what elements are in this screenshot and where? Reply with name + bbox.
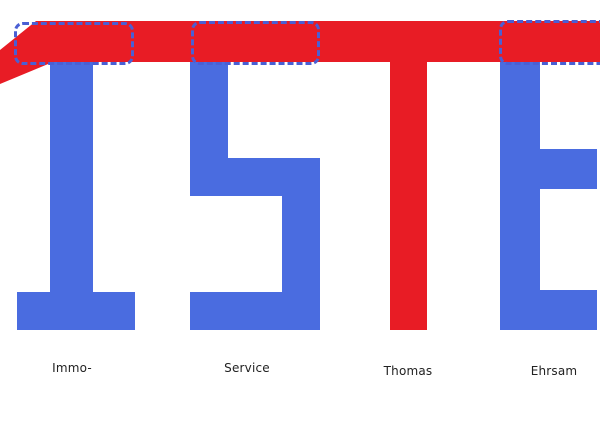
letter-s-right-stem bbox=[282, 158, 320, 292]
selection-marquee-2[interactable] bbox=[191, 21, 320, 65]
caption-immo: Immo- bbox=[52, 361, 92, 375]
letter-s-bottom-bar bbox=[190, 292, 320, 330]
letter-t-shape[interactable] bbox=[390, 55, 427, 330]
letter-i-base bbox=[17, 292, 135, 330]
selection-marquee-1[interactable] bbox=[14, 22, 134, 65]
letter-e-bottom-arm bbox=[500, 290, 597, 330]
caption-thomas: Thomas bbox=[383, 364, 433, 378]
selection-marquee-3[interactable] bbox=[499, 20, 600, 65]
caption-service: Service bbox=[224, 361, 270, 375]
caption-ehrsam: Ehrsam bbox=[530, 364, 578, 378]
letter-e-stem bbox=[500, 62, 540, 330]
letter-e-middle-arm bbox=[500, 149, 597, 189]
letter-i-stem bbox=[50, 62, 93, 292]
